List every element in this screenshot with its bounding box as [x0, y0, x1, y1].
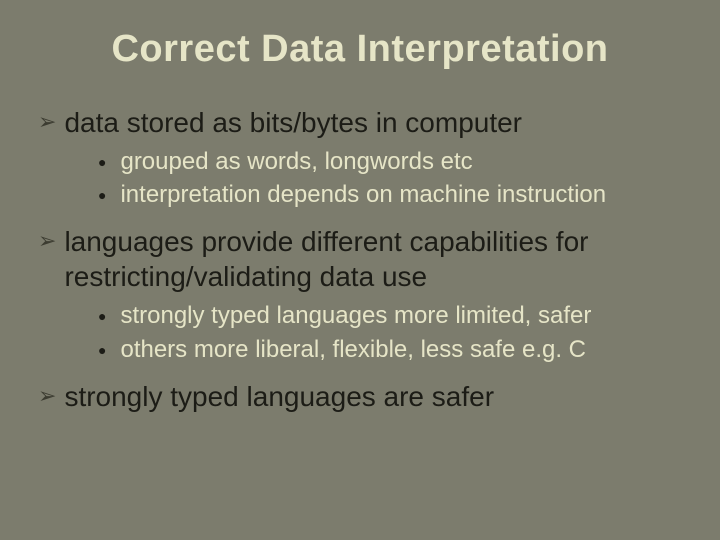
dot-icon: ● — [98, 342, 106, 358]
sub-bullet-text: strongly typed languages more limited, s… — [120, 300, 591, 331]
dot-icon: ● — [98, 154, 106, 170]
bullet-text: languages provide different capabilities… — [64, 224, 682, 294]
bullet-level1: ➢ data stored as bits/bytes in computer — [38, 105, 682, 140]
bullet-level1: ➢ languages provide different capabiliti… — [38, 224, 682, 294]
dot-icon: ● — [98, 308, 106, 324]
slide-title: Correct Data Interpretation — [38, 28, 682, 71]
sub-bullet-group: ● strongly typed languages more limited,… — [98, 300, 682, 364]
bullet-text: data stored as bits/bytes in computer — [64, 105, 522, 140]
sub-bullet-group: ● grouped as words, longwords etc ● inte… — [98, 146, 682, 210]
arrow-icon: ➢ — [38, 109, 56, 135]
sub-bullet-text: others more liberal, flexible, less safe… — [120, 334, 586, 365]
sub-bullet-text: grouped as words, longwords etc — [120, 146, 472, 177]
bullet-level2: ● others more liberal, flexible, less sa… — [98, 334, 682, 365]
arrow-icon: ➢ — [38, 383, 56, 409]
bullet-level2: ● interpretation depends on machine inst… — [98, 179, 682, 210]
dot-icon: ● — [98, 187, 106, 203]
bullet-level2: ● strongly typed languages more limited,… — [98, 300, 682, 331]
bullet-level1: ➢ strongly typed languages are safer — [38, 379, 682, 414]
arrow-icon: ➢ — [38, 228, 56, 254]
sub-bullet-text: interpretation depends on machine instru… — [120, 179, 606, 210]
bullet-text: strongly typed languages are safer — [64, 379, 494, 414]
bullet-level2: ● grouped as words, longwords etc — [98, 146, 682, 177]
